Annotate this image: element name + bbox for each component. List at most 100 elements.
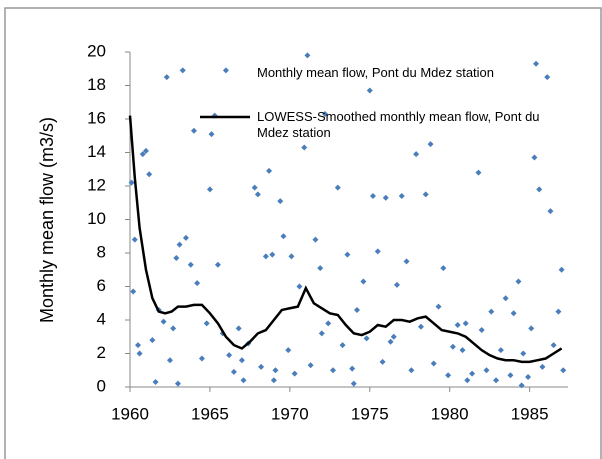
y-tick-label: 16: [87, 108, 106, 127]
scatter-point: [198, 355, 205, 362]
x-tick-label: 1975: [351, 404, 389, 423]
scatter-point: [131, 236, 138, 243]
scatter-point: [379, 358, 386, 365]
scatter-point: [528, 325, 535, 332]
scatter-point: [163, 74, 170, 81]
scatter-point: [166, 357, 173, 364]
scatter-point: [334, 184, 341, 191]
scatter-point: [363, 335, 370, 342]
scatter-point: [483, 367, 490, 374]
scatter-point: [408, 367, 415, 374]
y-tick-label: 20: [87, 41, 106, 60]
scatter-point: [518, 382, 525, 389]
scatter-point: [142, 147, 149, 154]
scatter-point: [475, 169, 482, 176]
scatter-point: [558, 266, 565, 273]
scatter-point: [176, 241, 183, 248]
scatter-point: [330, 367, 337, 374]
scatter-point: [387, 338, 394, 345]
scatter-point: [222, 67, 229, 74]
scatter-point: [174, 380, 181, 387]
y-tick-label: 2: [97, 343, 106, 362]
scatter-point: [435, 303, 442, 310]
scatter-point: [488, 308, 495, 315]
scatter-point: [445, 372, 452, 379]
scatter-point: [226, 352, 233, 359]
scatter-point: [190, 127, 197, 134]
scatter-point: [555, 308, 562, 315]
scatter-point: [206, 186, 213, 193]
scatter-point: [403, 258, 410, 265]
scatter-point: [344, 251, 351, 258]
scatter-point: [269, 251, 276, 258]
scatter-point: [318, 330, 325, 337]
scatter-point: [266, 167, 273, 174]
scatter-point: [301, 144, 308, 151]
scatter-point: [493, 377, 500, 384]
y-tick-label: 0: [97, 376, 106, 395]
scatter-point: [366, 87, 373, 94]
scatter-point: [130, 288, 137, 295]
scatter-point: [170, 325, 177, 332]
scatter-point: [360, 278, 367, 285]
scatter-point: [507, 372, 514, 379]
scatter-point: [369, 193, 376, 200]
scatter-point: [139, 151, 146, 158]
scatter-point: [270, 377, 277, 384]
scatter-point: [533, 60, 540, 67]
scatter-point: [390, 333, 397, 340]
scatter-point: [258, 363, 265, 370]
scatter-point: [469, 370, 476, 377]
y-axis-label: Monthly mean flow (m3/s): [37, 117, 57, 323]
scatter-point: [238, 357, 245, 364]
scatter-point: [230, 368, 237, 375]
x-tick-label: 1960: [111, 404, 149, 423]
scatter-point: [382, 194, 389, 201]
scatter-point: [422, 191, 429, 198]
x-tick-label: 1980: [431, 404, 469, 423]
scatter-point: [173, 255, 180, 262]
scatter-point: [187, 261, 194, 268]
y-tick-label: 8: [97, 242, 106, 261]
scatter-point: [214, 261, 221, 268]
scatter-point: [146, 171, 153, 178]
scatter-point: [280, 233, 287, 240]
scatter-point: [478, 327, 485, 334]
scatter-point: [128, 179, 135, 186]
scatter-point: [449, 343, 456, 350]
y-tick-label: 4: [97, 309, 106, 328]
scatter-point: [179, 67, 186, 74]
scatter-point: [339, 342, 346, 349]
scatter-point: [454, 322, 461, 329]
scatter-point: [240, 377, 247, 384]
scatter-point: [194, 280, 201, 287]
smoothed-line: [128, 115, 563, 364]
scatter-point: [251, 184, 258, 191]
scatter-point: [353, 306, 360, 313]
scatter-point: [413, 151, 420, 158]
scatter-point: [134, 342, 141, 349]
scatter-point: [277, 198, 284, 205]
scatter-point: [440, 265, 447, 272]
scatter-point: [325, 320, 332, 327]
x-tick-label: 1970: [271, 404, 309, 423]
scatter-point: [254, 191, 261, 198]
scatter-point: [544, 74, 551, 81]
chart-frame: [4, 7, 602, 459]
scatter-point: [285, 347, 292, 354]
scatter-point: [539, 363, 546, 370]
scatter-point: [208, 131, 215, 138]
scatter-point: [398, 193, 405, 200]
legend-text: Monthly mean flow, Pont du Mdez station: [257, 65, 495, 80]
scatter-point: [304, 52, 311, 59]
scatter-point: [182, 234, 189, 241]
scatter-point: [149, 337, 156, 344]
scatter-point: [262, 253, 269, 260]
scatter-point: [317, 265, 324, 272]
scatter-point: [525, 373, 532, 380]
scatter-point: [550, 342, 557, 349]
scatter-point: [547, 208, 554, 215]
x-tick-label: 1965: [191, 404, 229, 423]
scatter-point: [462, 320, 469, 327]
